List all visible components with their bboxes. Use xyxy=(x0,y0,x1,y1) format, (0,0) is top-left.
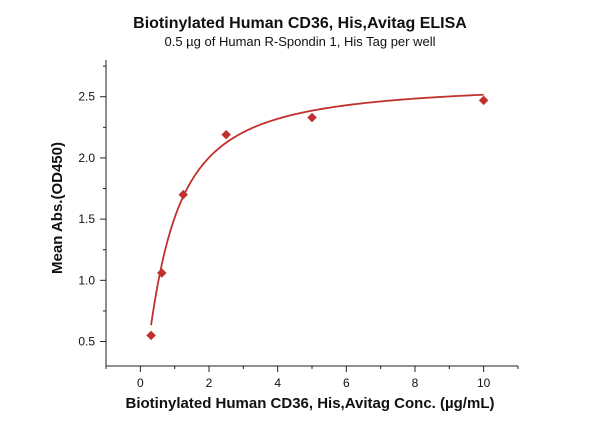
fit-curve xyxy=(150,93,484,326)
data-point xyxy=(156,268,167,278)
y-tick-label: 1.0 xyxy=(78,273,95,287)
data-point xyxy=(221,129,232,140)
x-tick-label: 10 xyxy=(477,376,491,390)
y-tick-label: 0.5 xyxy=(78,335,95,349)
chart-title: Biotinylated Human CD36, His,Avitag ELIS… xyxy=(133,15,467,32)
x-axis-title: Biotinylated Human CD36, His,Avitag Conc… xyxy=(126,395,495,412)
x-tick-label: 0 xyxy=(137,376,144,390)
x-tick-label: 6 xyxy=(343,376,350,390)
y-tick-label: 1.5 xyxy=(78,212,95,226)
data-point xyxy=(478,95,489,106)
y-axis-title: Mean Abs.(OD450) xyxy=(49,142,66,274)
data-point xyxy=(146,330,156,341)
y-tick-label: 2.0 xyxy=(78,151,95,165)
chart-subtitle: 0.5 µg of Human R-Spondin 1, His Tag per… xyxy=(164,34,435,49)
plot-area: 0 2 4 6 8 10 0.5 1.0 1.5 2.0 2.5 xyxy=(78,60,519,390)
data-point xyxy=(178,189,189,200)
x-tick-label: 4 xyxy=(274,376,281,390)
data-point xyxy=(307,112,317,123)
y-tick-label: 2.5 xyxy=(78,90,95,104)
x-tick-label: 2 xyxy=(206,376,213,390)
x-tick-label: 8 xyxy=(412,376,419,390)
